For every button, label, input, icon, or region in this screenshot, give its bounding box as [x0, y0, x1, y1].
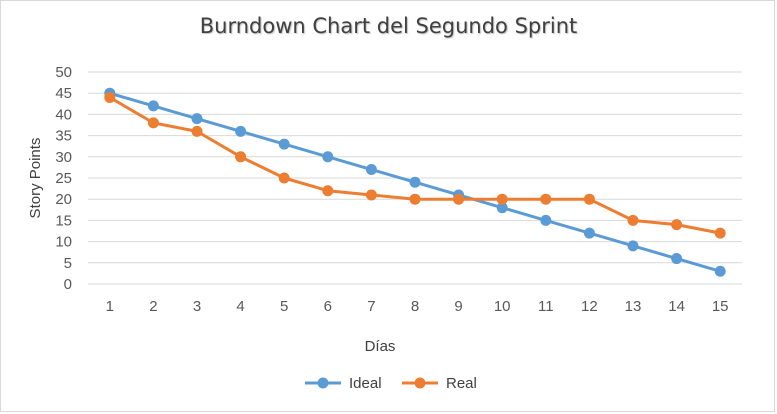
y-tick-label: 15: [55, 212, 72, 229]
legend-label: Ideal: [349, 375, 382, 392]
data-point-ideal: [235, 125, 247, 137]
data-point-ideal: [671, 253, 683, 265]
data-point-ideal: [322, 151, 334, 163]
data-point-real: [104, 91, 116, 103]
legend-marker: [414, 377, 426, 389]
legend-label: Real: [446, 375, 477, 392]
data-point-ideal: [714, 265, 726, 277]
y-tick-label: 20: [55, 191, 72, 208]
data-point-real: [191, 125, 203, 137]
x-tick-label: 2: [149, 298, 157, 315]
legend-marker: [317, 377, 329, 389]
x-tick-label: 5: [280, 298, 288, 315]
x-tick-label: 6: [324, 298, 332, 315]
data-point-real: [671, 219, 683, 231]
x-tick-label: 14: [668, 298, 685, 315]
data-point-ideal: [409, 176, 421, 188]
data-point-ideal: [147, 100, 159, 112]
x-tick-label: 7: [367, 298, 375, 315]
y-tick-label: 40: [55, 106, 72, 123]
data-point-real: [278, 172, 290, 184]
data-point-real: [627, 214, 639, 226]
data-point-ideal: [583, 227, 595, 239]
chart-title: Burndown Chart del Segundo Sprint: [199, 14, 578, 38]
data-point-ideal: [627, 240, 639, 252]
data-point-real: [365, 189, 377, 201]
data-point-real: [453, 193, 465, 205]
x-tick-label: 3: [193, 298, 201, 315]
x-tick-label: 15: [712, 298, 729, 315]
y-tick-label: 10: [55, 234, 72, 251]
data-point-real: [496, 193, 508, 205]
x-tick-label: 9: [454, 298, 462, 315]
legend-item-ideal: Ideal: [305, 375, 382, 392]
x-tick-label: 8: [411, 298, 419, 315]
data-point-real: [583, 193, 595, 205]
data-point-ideal: [540, 214, 552, 226]
y-tick-label: 45: [55, 85, 72, 102]
y-tick-label: 35: [55, 128, 72, 145]
x-tick-label: 4: [236, 298, 244, 315]
data-point-ideal: [496, 202, 508, 214]
legend-item-real: Real: [402, 375, 477, 392]
data-point-real: [147, 117, 159, 129]
y-tick-label: 25: [55, 170, 72, 187]
y-tick-label: 30: [55, 149, 72, 166]
data-point-real: [540, 193, 552, 205]
x-axis-ticks: 1 2 3 4 5 6 7 8 9 10 11 12 13 14 15: [106, 298, 729, 315]
y-tick-label: 50: [55, 64, 72, 81]
data-point-ideal: [365, 164, 377, 176]
x-tick-label: 13: [625, 298, 642, 315]
data-point-real: [409, 193, 421, 205]
y-axis-title: Story Points: [27, 138, 44, 219]
data-point-ideal: [191, 113, 203, 125]
data-point-real: [322, 185, 334, 197]
data-point-real: [714, 227, 726, 239]
data-point-ideal: [278, 138, 290, 150]
series-group: [104, 87, 726, 277]
y-tick-label: 5: [64, 255, 72, 272]
x-tick-label: 12: [581, 298, 598, 315]
data-point-real: [235, 151, 247, 163]
legend: Ideal Real: [305, 375, 477, 392]
x-axis-title: Días: [365, 338, 396, 355]
x-tick-label: 1: [106, 298, 114, 315]
x-tick-label: 11: [538, 298, 554, 315]
y-axis-ticks: 0 5 10 15 20 25 30 35 40 45 50: [55, 64, 72, 293]
y-tick-label: 0: [64, 276, 72, 293]
x-tick-label: 10: [494, 298, 511, 315]
